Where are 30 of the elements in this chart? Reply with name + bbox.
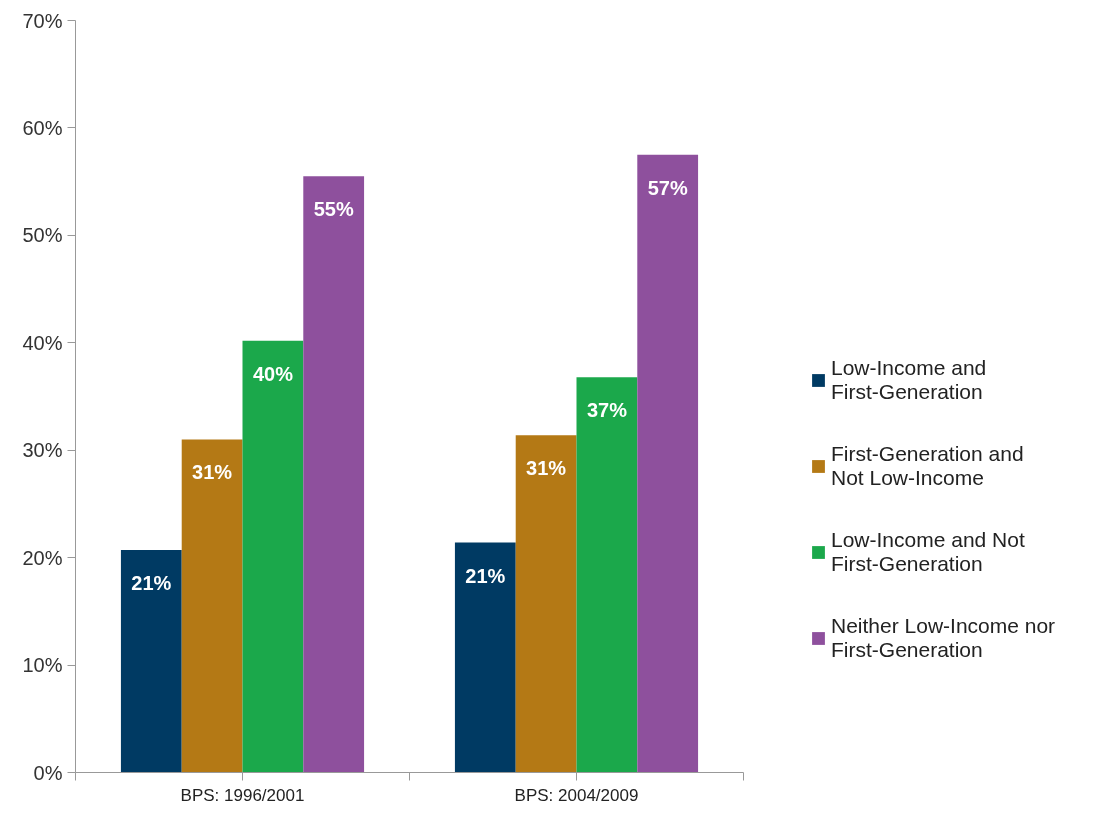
data-label: 55% bbox=[313, 198, 354, 221]
y-tick-label: 60% bbox=[22, 116, 63, 139]
bar bbox=[120, 550, 182, 773]
y-tick-label: 0% bbox=[33, 761, 63, 784]
bar bbox=[303, 176, 365, 773]
data-label: 57% bbox=[647, 176, 688, 199]
data-label: 21% bbox=[131, 572, 172, 595]
x-tick-label: BPS: 1996/2001 bbox=[180, 785, 305, 805]
bar bbox=[515, 435, 577, 773]
y-tick-label: 70% bbox=[22, 9, 63, 32]
data-label: 31% bbox=[192, 461, 233, 484]
legend-label: First-Generation and Not Low-Income bbox=[831, 442, 1024, 490]
y-tick-label: 20% bbox=[22, 546, 63, 569]
bar bbox=[454, 542, 516, 773]
legend-label: Low-Income and First-Generation bbox=[831, 356, 987, 404]
y-tick-label: 10% bbox=[22, 654, 63, 677]
legend-label: Low-Income and Not First-Generation bbox=[831, 528, 1025, 576]
data-label: 40% bbox=[252, 362, 294, 385]
data-label: 21% bbox=[465, 564, 506, 587]
data-label: 31% bbox=[526, 457, 567, 480]
bar bbox=[637, 154, 699, 773]
legend-label: Neither Low-Income nor First-Generation bbox=[831, 614, 1056, 662]
x-tick-label: BPS: 2004/2009 bbox=[514, 785, 639, 805]
bar bbox=[181, 439, 243, 773]
bar bbox=[242, 340, 304, 773]
bar bbox=[576, 377, 638, 773]
y-tick-label: 40% bbox=[22, 331, 63, 354]
y-tick-label: 50% bbox=[22, 224, 63, 247]
data-label: 37% bbox=[586, 399, 628, 422]
y-tick-label: 30% bbox=[22, 439, 63, 462]
